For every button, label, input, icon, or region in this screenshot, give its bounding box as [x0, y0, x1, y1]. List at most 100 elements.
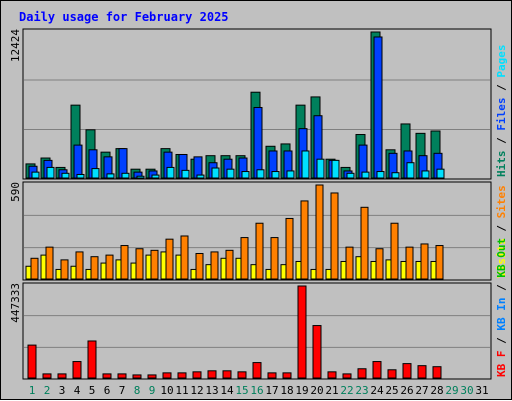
bar-kbf	[282, 372, 292, 379]
bar-kbf	[102, 373, 112, 379]
bar-pages	[31, 171, 40, 179]
bar-kbf	[222, 370, 232, 379]
bar-sites	[150, 249, 159, 280]
legend: Hits / Files / Pages	[495, 45, 508, 178]
bar-kbf	[372, 361, 382, 379]
bar-sites	[405, 246, 414, 280]
x-tick-label: 30	[460, 384, 473, 397]
legend-entry: Files	[495, 98, 508, 131]
x-tick-label: 4	[74, 384, 81, 397]
bar-kbf	[432, 366, 442, 379]
x-tick-label: 1	[29, 384, 36, 397]
x-tick-label: 26	[400, 384, 413, 397]
x-tick-label: 2	[44, 384, 51, 397]
x-tick-label: 18	[280, 384, 293, 397]
x-tick-label: 22	[340, 384, 353, 397]
bar-pages	[106, 173, 115, 179]
legend: KB F / KB In / KB Out	[495, 238, 508, 377]
x-tick-label: 10	[160, 384, 173, 397]
bar-pages	[211, 167, 220, 179]
bar-kbf	[237, 371, 247, 379]
bar-kbf	[192, 371, 202, 379]
x-tick-label: 7	[119, 384, 126, 397]
bar-pages	[286, 170, 295, 179]
bar-kbf	[147, 374, 157, 379]
bar-sites	[420, 243, 429, 280]
x-tick-label: 6	[104, 384, 111, 397]
bar-files	[253, 106, 263, 179]
legend-entry: KB F	[495, 351, 508, 378]
x-tick-label: 20	[310, 384, 323, 397]
x-tick-label: 14	[220, 384, 234, 397]
legend-entry: Sites	[495, 185, 508, 218]
bar-kbf	[342, 373, 352, 379]
bar-pages	[121, 172, 130, 179]
bar-sites	[75, 251, 84, 280]
x-tick-label: 16	[250, 384, 263, 397]
bar-kbf	[87, 340, 97, 379]
x-tick-label: 31	[475, 384, 488, 397]
bar-pages	[361, 171, 370, 179]
bar-kbf	[387, 369, 397, 379]
bar-pages	[151, 174, 160, 179]
x-tick-label: 8	[134, 384, 141, 397]
bar-kbf	[402, 363, 412, 379]
bar-kbf	[207, 370, 217, 379]
x-tick-label: 17	[265, 384, 278, 397]
bar-kbf	[42, 373, 52, 379]
x-tick-label: 24	[370, 384, 384, 397]
x-tick-label: 28	[430, 384, 443, 397]
bar-sites	[240, 237, 249, 280]
y-max-label: 590	[9, 182, 22, 202]
bar-kbf	[267, 372, 277, 379]
bar-pages	[61, 172, 70, 179]
legend-entry: Hits	[495, 151, 508, 178]
legend-entry: KB In	[495, 298, 508, 331]
bar-pages	[256, 169, 265, 179]
bar-kbf	[297, 285, 307, 379]
bar-sites	[285, 217, 294, 280]
bar-pages	[91, 168, 100, 179]
bar-sites	[360, 206, 369, 280]
bar-kbf	[162, 372, 172, 379]
legend-entry: KB Out	[495, 238, 508, 278]
bar-pages	[406, 162, 415, 179]
bar-sites	[60, 259, 69, 280]
bar-sites	[225, 249, 234, 280]
x-tick-label: 9	[149, 384, 156, 397]
x-tick-label: 23	[355, 384, 368, 397]
bar-sites	[165, 238, 174, 280]
bar-kbf	[27, 344, 37, 379]
x-tick-label: 27	[415, 384, 428, 397]
y-max-label: 447333	[9, 283, 22, 323]
bar-kbf	[132, 374, 142, 379]
bar-kbf	[312, 325, 322, 379]
x-tick-label: 13	[205, 384, 218, 397]
bar-pages	[46, 166, 55, 179]
bar-pages	[301, 150, 310, 179]
bar-pages	[226, 168, 235, 179]
bar-pages	[391, 172, 400, 179]
bar-pages	[241, 171, 250, 179]
bar-kbf	[327, 371, 337, 379]
bar-sites	[30, 257, 39, 280]
bar-kbf	[252, 362, 262, 379]
bar-sites	[105, 254, 114, 280]
bar-pages	[376, 171, 385, 179]
bar-sites	[120, 245, 129, 280]
x-tick-label: 3	[59, 384, 66, 397]
x-tick-label: 29	[445, 384, 458, 397]
y-max-label: 12424	[9, 29, 22, 62]
bar-pages	[421, 170, 430, 179]
bar-kbf	[357, 368, 367, 379]
bar-sites	[180, 235, 189, 280]
bar-sites	[330, 192, 339, 280]
bar-sites	[135, 248, 144, 280]
bar-files	[373, 36, 383, 179]
bar-sites	[195, 253, 204, 280]
bar-pages	[346, 172, 355, 179]
bar-pages	[181, 169, 190, 179]
bar-pages	[271, 171, 280, 179]
chart-title: Daily usage for February 2025	[19, 10, 229, 24]
x-tick-label: 25	[385, 384, 398, 397]
